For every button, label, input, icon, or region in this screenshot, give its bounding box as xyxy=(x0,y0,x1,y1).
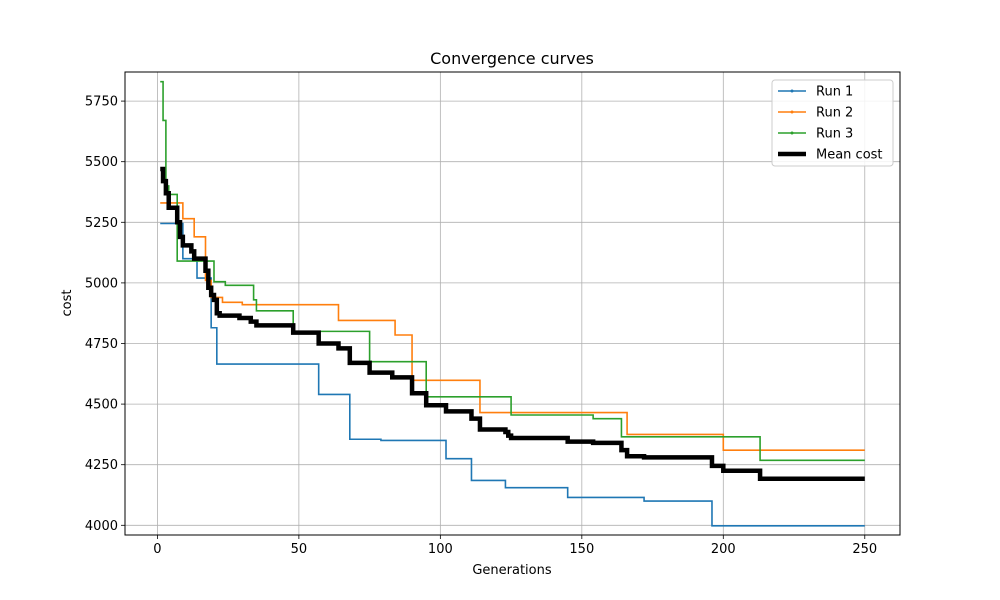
x-tick-label: 100 xyxy=(428,542,453,557)
x-tick-label: 250 xyxy=(852,542,877,557)
plot-area-frame xyxy=(124,71,901,536)
chart-title: Convergence curves xyxy=(430,49,594,68)
y-tick-label: 5250 xyxy=(85,216,118,231)
series-line-mean-cost xyxy=(160,166,865,482)
series-line-run-1 xyxy=(160,222,865,527)
series-line-run-2 xyxy=(160,202,865,451)
legend-label-run-1: Run 1 xyxy=(816,85,853,100)
x-tick-label: 200 xyxy=(711,542,736,557)
y-tick-label: 5000 xyxy=(85,276,118,291)
y-tick-label: 5500 xyxy=(85,155,118,170)
series-lines xyxy=(160,80,865,527)
y-tick-label: 4500 xyxy=(85,398,118,413)
legend-label-run-3: Run 3 xyxy=(816,127,853,142)
y-axis-label: cost xyxy=(60,290,75,317)
legend-marker-run-2 xyxy=(790,110,794,114)
legend-box xyxy=(771,79,894,167)
y-tick-label: 5750 xyxy=(85,95,118,110)
legend-label-run-2: Run 2 xyxy=(816,106,853,121)
legend-marker-run-1 xyxy=(790,89,794,93)
series-line-run-3 xyxy=(160,80,865,462)
x-tick-label: 150 xyxy=(569,542,594,557)
y-tick-label: 4000 xyxy=(85,519,118,534)
legend: Run 1 Run 2 Run 3 Mean cost xyxy=(771,79,894,167)
y-tick-label: 4250 xyxy=(85,458,118,473)
grid xyxy=(125,72,900,535)
legend-label-mean-cost: Mean cost xyxy=(816,148,883,163)
axis-ticks: 0 50 100 150 200 250 4000 4250 4500 4750 5000 5250 5… xyxy=(85,95,877,557)
y-tick-label: 4750 xyxy=(85,337,118,352)
legend-marker-run-3 xyxy=(790,131,794,135)
x-axis-label: Generations xyxy=(472,563,552,578)
x-tick-label: 0 xyxy=(153,542,161,557)
x-tick-label: 50 xyxy=(291,542,308,557)
